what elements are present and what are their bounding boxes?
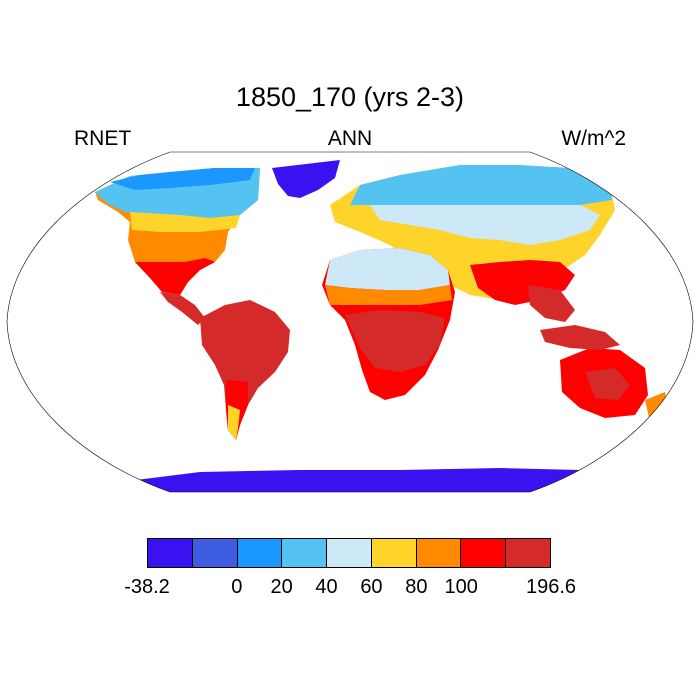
colorbar-tick-label: 100 (444, 576, 478, 598)
south-america (200, 300, 290, 440)
colorbar-box (506, 539, 551, 567)
greenland (272, 160, 340, 198)
colorbar-tick-label: -38.2 (124, 576, 170, 598)
antarctica (100, 468, 650, 492)
colorbar-box (148, 539, 193, 567)
colorbar-box (461, 539, 507, 567)
colorbar-box (237, 539, 283, 567)
colorbar-box (371, 539, 417, 567)
colorbar-tick-label: 80 (405, 576, 428, 598)
colorbar-box (327, 539, 372, 567)
colorbar-tick-label: 0 (231, 576, 243, 598)
africa (322, 248, 455, 400)
colorbar-box (192, 539, 238, 567)
colorbar-box (282, 539, 328, 567)
north-america (95, 168, 260, 325)
units-label: W/m^2 (561, 127, 626, 150)
colorbar-tick-label: 40 (315, 576, 338, 598)
colorbar-tick-label: 20 (270, 576, 293, 598)
colorbar-box (416, 539, 462, 567)
globe-outline (6, 151, 694, 493)
season-label: ANN (327, 127, 373, 150)
colorbar-tick-label: 196.6 (525, 576, 577, 598)
map-title: 1850_170 (yrs 2-3) (235, 82, 465, 112)
eurasia (330, 165, 615, 322)
variable-label: RNET (74, 127, 132, 150)
colorbar-tick-label: 60 (360, 576, 383, 598)
australia (540, 325, 668, 422)
colorbar (147, 538, 551, 568)
